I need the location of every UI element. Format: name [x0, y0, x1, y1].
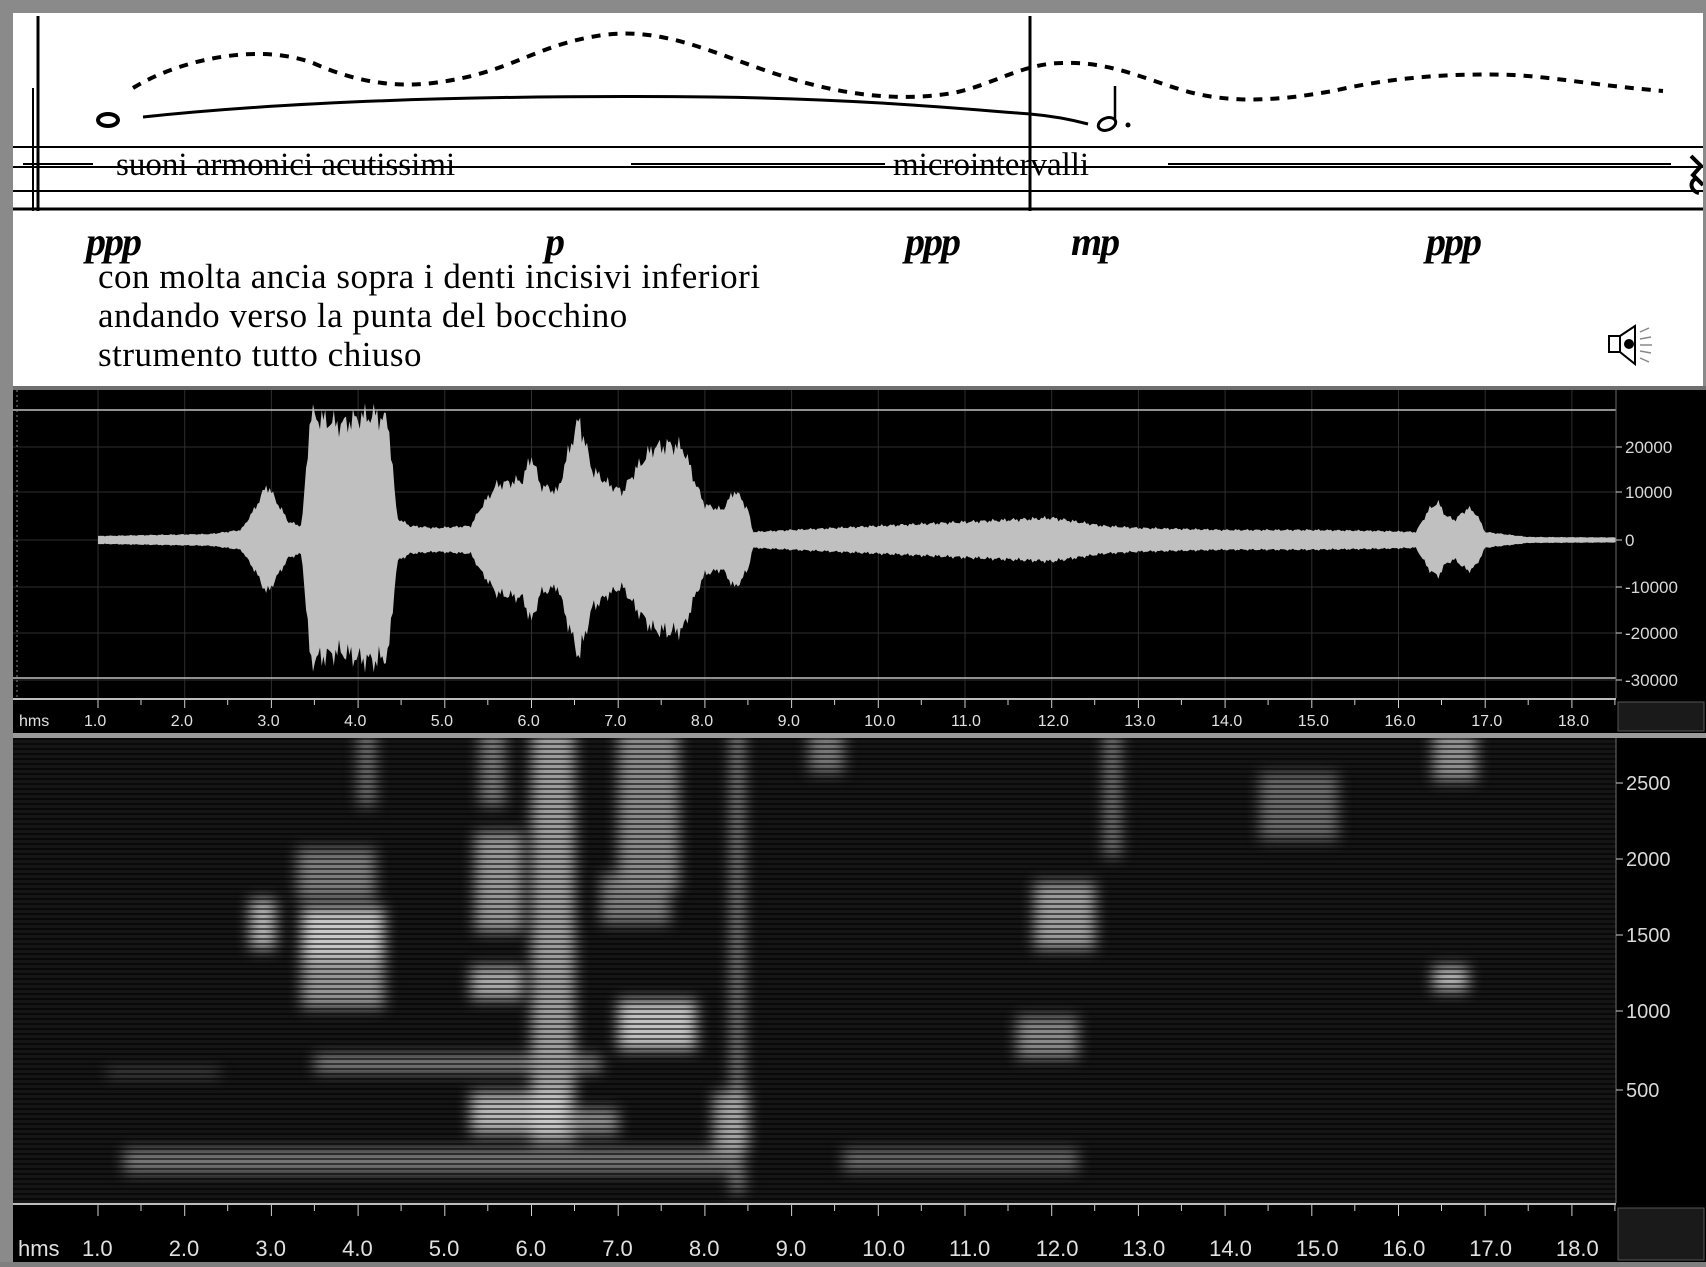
time-tick-label: 2.0: [171, 713, 193, 730]
spectrogram-panel[interactable]: 2500 2000 1500 1000 500 hms 1.0 2.0 3.0 4.0 5.0 6.…: [13, 714, 1706, 1262]
instruction-line: con molta ancia sopra i denti incisivi i…: [98, 257, 761, 296]
dynamic-marking: ppp: [905, 219, 961, 264]
time-tick-label: 8.0: [691, 713, 713, 730]
time-tick-label: 1.0: [82, 1236, 113, 1261]
technique-label-right: microintervalli: [893, 147, 1089, 183]
instruction-line: strumento tutto chiuso: [98, 335, 423, 374]
time-tick-label: 14.0: [1209, 1236, 1252, 1261]
amplitude-tick-label: -20000: [1625, 624, 1678, 643]
waveform-panel[interactable]: 20000 10000 0 -10000 -20000 -30000 hms 1.0 2.0 3…: [13, 390, 1706, 733]
amplitude-tick-label: -10000: [1625, 578, 1678, 597]
dynamic-marking: ppp: [1426, 219, 1482, 264]
dynamic-marking: mp: [1071, 219, 1120, 264]
time-tick-label: 12.0: [1036, 1236, 1079, 1261]
time-tick-label: 18.0: [1556, 1236, 1599, 1261]
time-tick-label: 12.0: [1038, 713, 1069, 730]
amplitude-tick-label: 0: [1625, 531, 1634, 550]
time-tick-label: 10.0: [862, 1236, 905, 1261]
panel-divider: [13, 386, 1706, 390]
frequency-tick-label: 500: [1626, 1080, 1659, 1102]
dynamic-marking: p: [545, 219, 565, 264]
time-tick-label: 16.0: [1385, 713, 1416, 730]
amplitude-tick-label: -30000: [1625, 671, 1678, 690]
time-tick-label: 3.0: [255, 1236, 286, 1261]
amplitude-tick-label: 20000: [1625, 438, 1672, 457]
time-tick-label: 8.0: [689, 1236, 720, 1261]
time-tick-label: 4.0: [342, 1236, 373, 1261]
time-tick-label: 14.0: [1211, 713, 1242, 730]
time-tick-label: 9.0: [778, 713, 800, 730]
score-excerpt: suoni armonici acutissimi microintervall…: [13, 13, 1703, 386]
time-tick-label: 6.0: [518, 713, 540, 730]
panel-divider[interactable]: [13, 733, 1706, 738]
time-tick-label: 5.0: [431, 713, 453, 730]
dynamic-marking: ppp: [86, 219, 142, 264]
time-tick-label: 13.0: [1122, 1236, 1165, 1261]
time-tick-label: 17.0: [1469, 1236, 1512, 1261]
frequency-tick-label: 1000: [1626, 1001, 1671, 1023]
time-tick-label: 13.0: [1124, 713, 1155, 730]
time-tick-label: 1.0: [84, 713, 106, 730]
time-tick-label: 15.0: [1296, 1236, 1339, 1261]
time-tick-label: 3.0: [257, 713, 279, 730]
frequency-tick-label: 2500: [1626, 773, 1671, 795]
waveform-view[interactable]: 20000 10000 0 -10000 -20000 -30000 hms 1.0 2.0 3…: [13, 390, 1706, 733]
time-tick-label: 11.0: [949, 1236, 990, 1261]
time-tick-label: 11.0: [951, 713, 981, 730]
time-tick-label: 7.0: [604, 713, 626, 730]
time-tick-label: 17.0: [1471, 713, 1502, 730]
speaker-icon[interactable]: [1605, 322, 1655, 368]
spectrogram-view[interactable]: 2500 2000 1500 1000 500 hms 1.0 2.0 3.0 4.0 5.0 6.…: [13, 714, 1706, 1262]
time-tick-label: 7.0: [602, 1236, 633, 1261]
waveform-trace: [98, 403, 1706, 673]
frequency-tick-label: 1500: [1626, 925, 1671, 947]
time-unit-label: hms: [19, 713, 49, 730]
time-tick-label: 5.0: [429, 1236, 460, 1261]
instruction-line: andando verso la punta del bocchino: [98, 296, 628, 335]
score-staff: suoni armonici acutissimi microintervall…: [13, 16, 1703, 211]
time-tick-label: 15.0: [1298, 713, 1329, 730]
time-tick-label: 9.0: [776, 1236, 807, 1261]
time-tick-label: 10.0: [864, 713, 895, 730]
time-tick-label: 18.0: [1558, 713, 1589, 730]
amplitude-tick-label: 10000: [1625, 483, 1672, 502]
time-tick-label: 4.0: [344, 713, 366, 730]
time-unit-label: hms: [18, 1236, 60, 1261]
time-tick-label: 16.0: [1383, 1236, 1426, 1261]
time-tick-label: 2.0: [169, 1236, 200, 1261]
technique-label-left: suoni armonici acutissimi: [116, 147, 455, 183]
time-tick-label: 6.0: [516, 1236, 547, 1261]
frequency-tick-label: 2000: [1626, 849, 1671, 871]
